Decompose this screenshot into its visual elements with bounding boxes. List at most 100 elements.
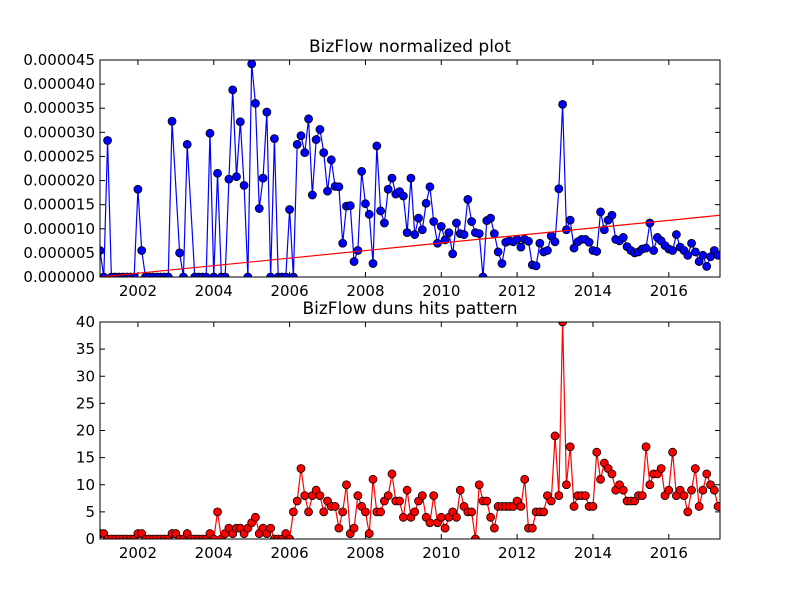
data-point [345, 201, 355, 211]
data-point [266, 523, 276, 533]
data-point [709, 485, 719, 495]
x-tick-label: 2014 [574, 544, 612, 562]
data-point [398, 191, 408, 201]
data-point [668, 447, 677, 457]
y-tick-label: 0.000035 [23, 99, 95, 117]
y-tick-label: 0.000040 [23, 75, 95, 93]
data-point [103, 136, 112, 145]
data-point [379, 218, 389, 228]
data-point [326, 155, 336, 165]
data-point [100, 246, 105, 255]
data-point [558, 322, 568, 327]
data-point [452, 512, 461, 522]
data-point [376, 507, 386, 517]
y-axis-ticks: 0.000000 0.000005 0.000010 0.000015 0.000020… [23, 51, 720, 286]
data-point [296, 131, 306, 141]
y-tick-label: 0.000005 [23, 244, 95, 262]
y-axis-ticks: 0 5 10 15 20 25 30 35 40 [76, 313, 720, 548]
data-point [383, 184, 393, 194]
data-point [243, 272, 253, 277]
data-point [489, 229, 499, 239]
data-point [201, 272, 211, 277]
data-point [459, 230, 469, 239]
data-point [683, 250, 693, 260]
data-point [645, 480, 655, 490]
x-tick-label: 2010 [422, 282, 460, 300]
data-point [406, 173, 416, 183]
data-point [588, 502, 598, 511]
y-tick-label: 5 [85, 503, 95, 521]
data-point [546, 496, 556, 506]
y-tick-label: 0.000020 [23, 172, 95, 190]
data-point [323, 186, 332, 196]
data-point [281, 272, 291, 277]
x-tick-label: 2004 [195, 282, 233, 300]
data-point [690, 247, 700, 257]
data-point [133, 184, 143, 194]
data-point [687, 485, 696, 495]
data-point [285, 534, 294, 539]
data-point [410, 230, 420, 239]
y-tick-label: 0 [85, 530, 95, 548]
data-point [580, 491, 590, 501]
data-point [179, 272, 188, 277]
data-point [516, 242, 526, 252]
data-point [478, 272, 488, 277]
data-point [368, 474, 378, 484]
data-point [618, 233, 628, 242]
data-point [300, 148, 310, 157]
data-point [641, 442, 651, 452]
data-point [463, 194, 473, 204]
y-tick-label: 0.000010 [23, 220, 95, 238]
data-point [482, 496, 492, 506]
y-tick-label: 0.000015 [23, 196, 95, 214]
data-point [258, 173, 268, 183]
data-point [656, 464, 666, 473]
data-point [315, 125, 325, 134]
data-point [474, 480, 484, 490]
x-axis-ticks: 2002 2004 2006 2008 2010 2012 2014 2016 [119, 60, 688, 300]
data-point [342, 480, 351, 490]
x-tick-label: 2008 [346, 282, 384, 300]
y-tick-label: 0.000000 [23, 268, 95, 286]
x-tick-label: 2016 [650, 282, 688, 300]
data-point [213, 507, 222, 517]
data-point [713, 250, 720, 260]
x-tick-label: 2006 [271, 282, 309, 300]
x-tick-label: 2008 [346, 544, 384, 562]
data-point [429, 217, 439, 226]
data-point [228, 85, 238, 95]
data-point [671, 230, 681, 239]
data-point [209, 534, 219, 539]
data-point [690, 464, 700, 473]
data-point [452, 218, 461, 228]
data-point [440, 523, 450, 533]
data-point [209, 272, 219, 277]
data-point [395, 496, 404, 506]
y-tick-label: 20 [76, 422, 95, 440]
data-point [584, 237, 594, 247]
data-point [539, 507, 549, 517]
data-point [364, 529, 374, 538]
data-point [285, 205, 295, 214]
data-point [266, 272, 276, 277]
data-point [524, 236, 533, 246]
data-point [175, 248, 185, 258]
data-point [417, 491, 427, 501]
data-point [694, 502, 704, 511]
data-point [292, 496, 302, 506]
plot-frame [99, 59, 721, 278]
data-point [668, 246, 677, 255]
data-point [641, 243, 651, 253]
x-tick-label: 2002 [119, 282, 157, 300]
data-point [330, 502, 340, 511]
data-point [220, 272, 230, 277]
data-point [694, 257, 704, 266]
data-point [618, 485, 628, 495]
plot-frame [99, 321, 721, 540]
data-point [338, 507, 348, 517]
data-point [683, 507, 693, 517]
data-point [421, 198, 431, 208]
data-point [607, 469, 617, 479]
